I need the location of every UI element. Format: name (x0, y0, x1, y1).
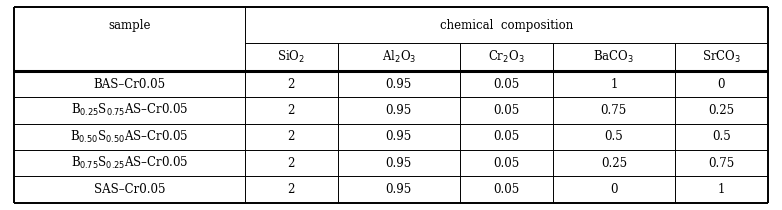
Text: B$_{0.25}$S$_{0.75}$AS–Cr0.05: B$_{0.25}$S$_{0.75}$AS–Cr0.05 (70, 102, 188, 118)
Text: BaCO$_3$: BaCO$_3$ (594, 49, 634, 65)
Text: 0.05: 0.05 (493, 77, 519, 91)
Text: Cr$_2$O$_3$: Cr$_2$O$_3$ (488, 49, 525, 65)
Text: 0: 0 (718, 77, 725, 91)
Text: 2: 2 (288, 130, 295, 143)
Text: B$_{0.75}$S$_{0.25}$AS–Cr0.05: B$_{0.75}$S$_{0.25}$AS–Cr0.05 (70, 155, 188, 171)
Text: 0.95: 0.95 (386, 157, 412, 170)
Text: 2: 2 (288, 77, 295, 91)
Text: 0: 0 (610, 183, 618, 196)
Text: 0.05: 0.05 (493, 157, 519, 170)
Text: 1: 1 (610, 77, 618, 91)
Text: 2: 2 (288, 183, 295, 196)
Text: 0.95: 0.95 (386, 130, 412, 143)
Text: 0.95: 0.95 (386, 104, 412, 117)
Text: 0.5: 0.5 (604, 130, 623, 143)
Text: 0.75: 0.75 (601, 104, 627, 117)
Text: SAS–Cr0.05: SAS–Cr0.05 (94, 183, 165, 196)
Text: BAS–Cr0.05: BAS–Cr0.05 (93, 77, 166, 91)
Text: Al$_2$O$_3$: Al$_2$O$_3$ (382, 49, 416, 65)
Text: SiO$_2$: SiO$_2$ (278, 49, 305, 65)
Text: 0.95: 0.95 (386, 183, 412, 196)
Text: 0.5: 0.5 (712, 130, 730, 143)
Text: 0.25: 0.25 (708, 104, 734, 117)
Text: 0.05: 0.05 (493, 130, 519, 143)
Text: 1: 1 (718, 183, 725, 196)
Text: 2: 2 (288, 157, 295, 170)
Text: sample: sample (108, 19, 151, 32)
Text: 0.05: 0.05 (493, 104, 519, 117)
Text: 0.95: 0.95 (386, 77, 412, 91)
Text: B$_{0.50}$S$_{0.50}$AS–Cr0.05: B$_{0.50}$S$_{0.50}$AS–Cr0.05 (70, 129, 188, 145)
Text: 0.05: 0.05 (493, 183, 519, 196)
Text: SrCO$_3$: SrCO$_3$ (702, 49, 741, 65)
Text: 0.25: 0.25 (601, 157, 627, 170)
Text: 2: 2 (288, 104, 295, 117)
Text: chemical  composition: chemical composition (439, 19, 573, 32)
Text: 0.75: 0.75 (708, 157, 734, 170)
